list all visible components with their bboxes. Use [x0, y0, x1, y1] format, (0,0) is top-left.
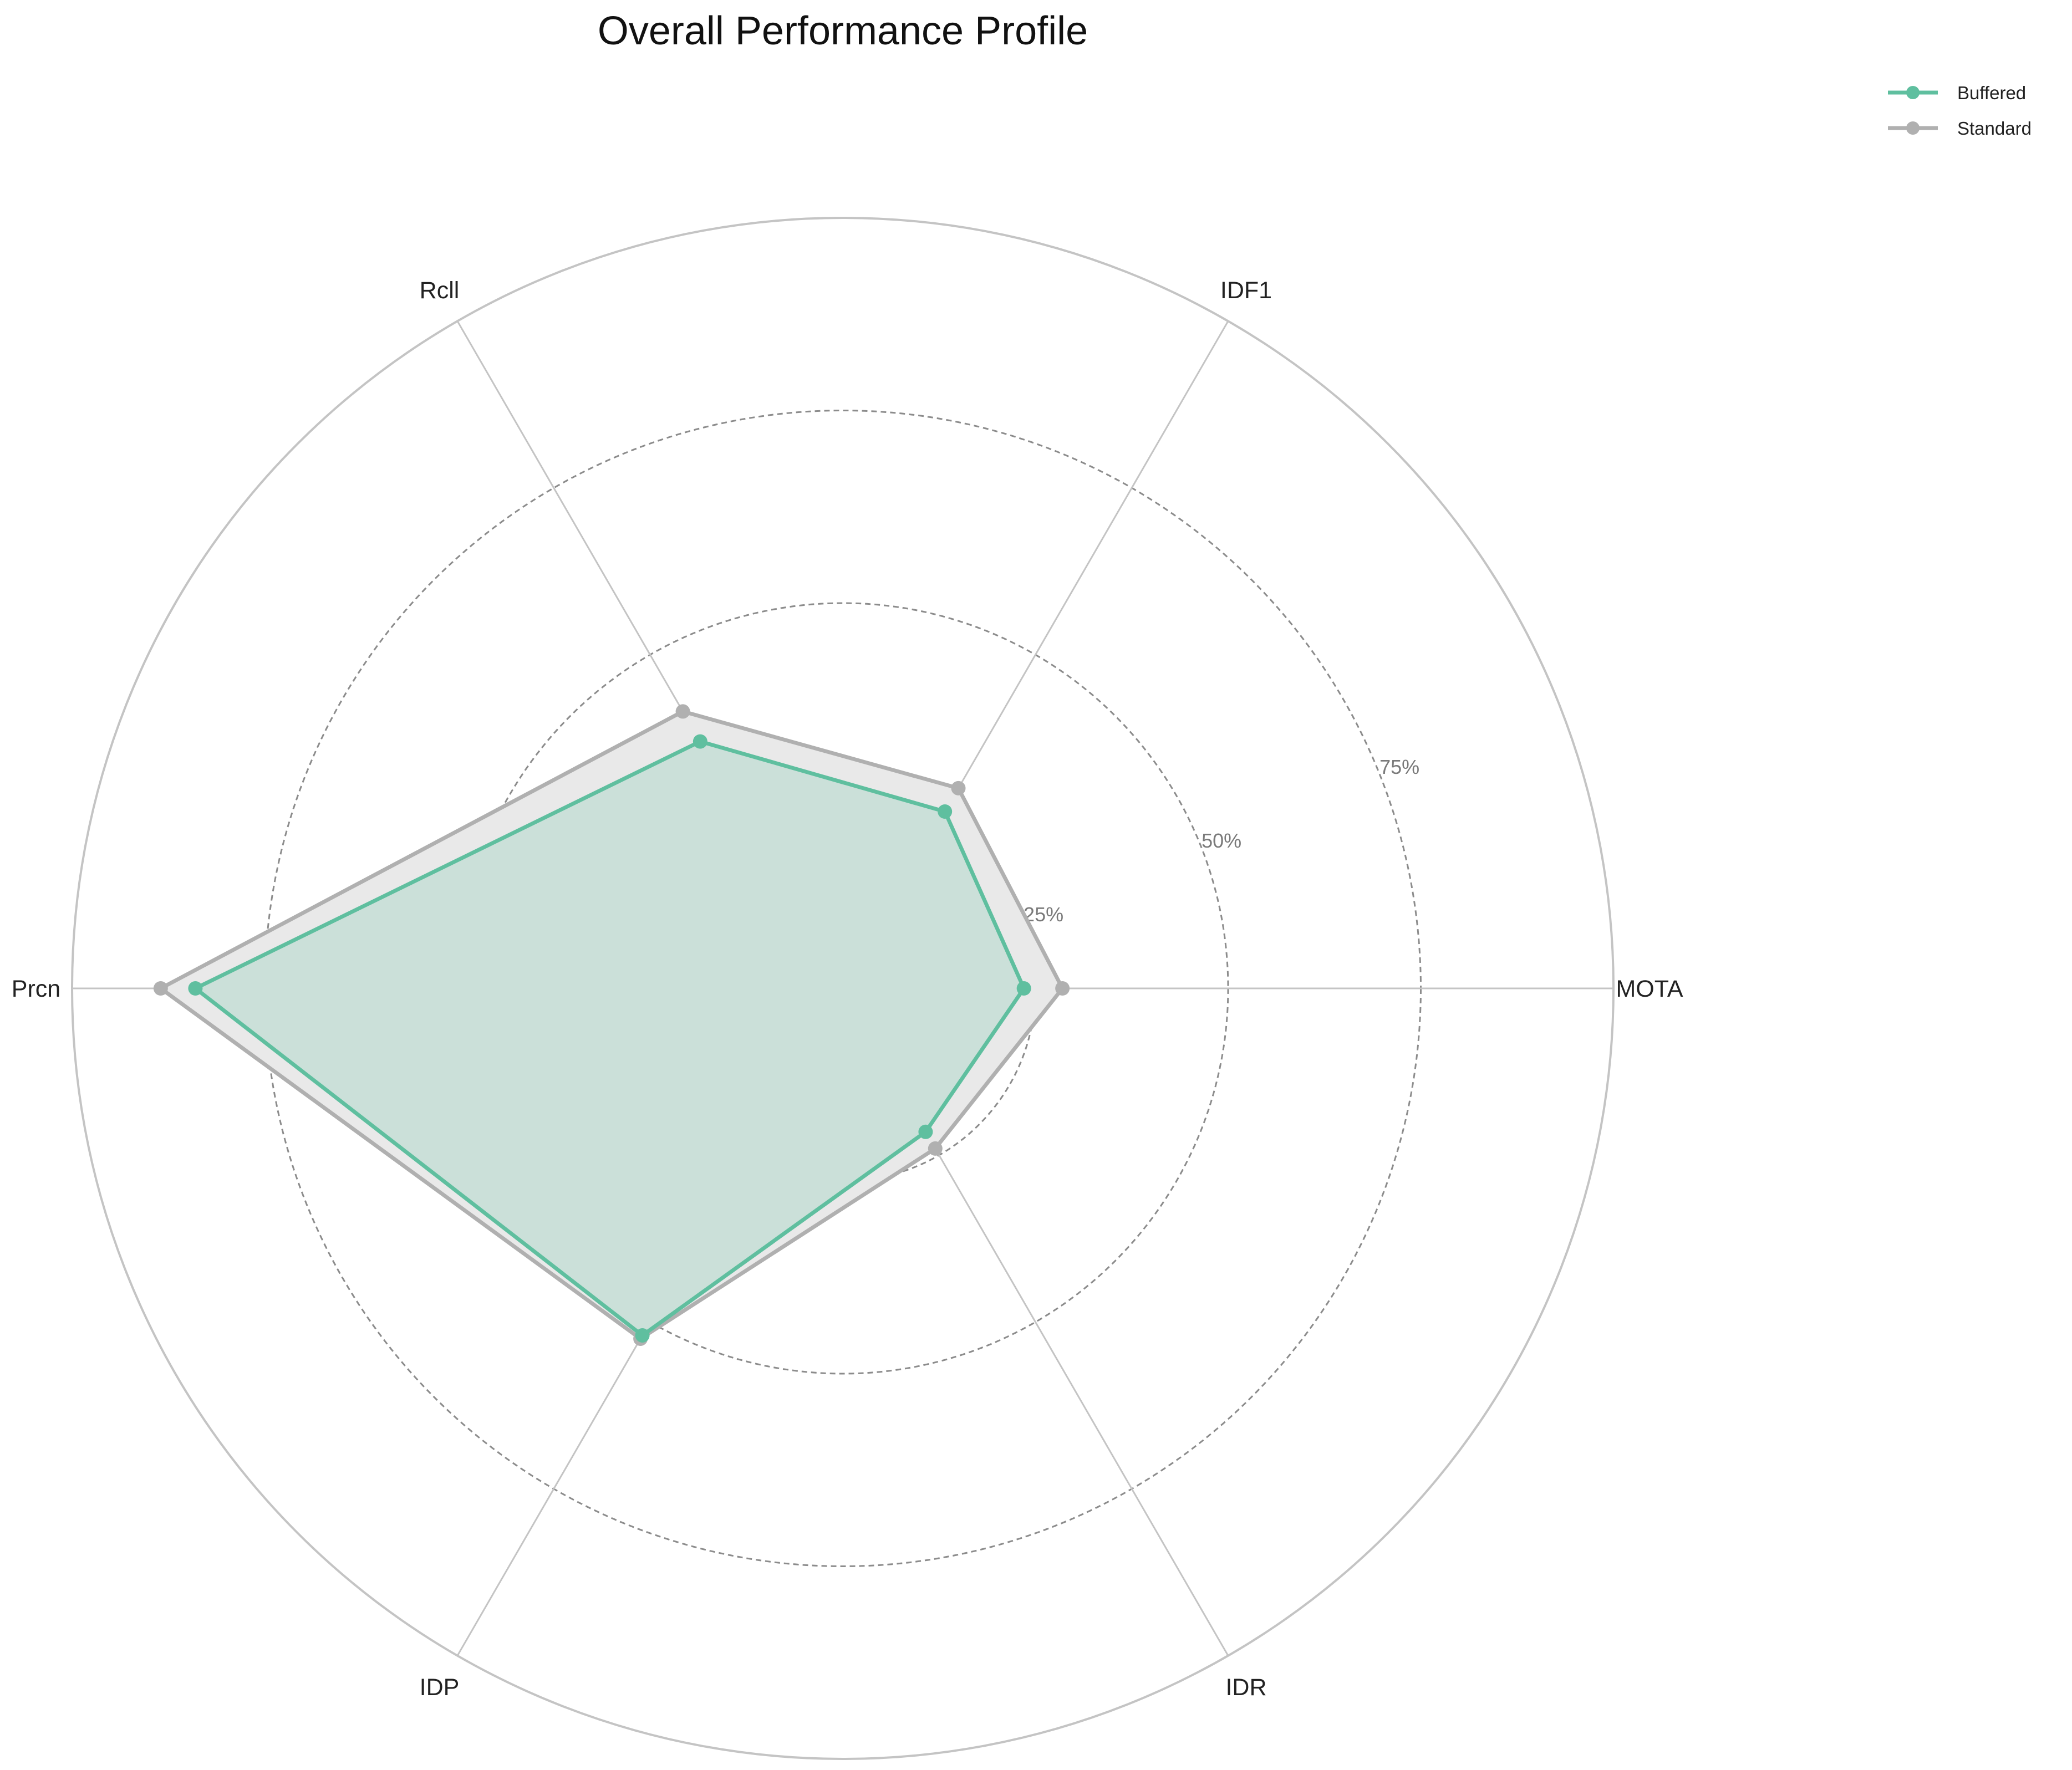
point-standard-idf1: [951, 781, 966, 795]
axis-label-rcll: Rcll: [420, 277, 460, 304]
point-standard-prcn: [153, 981, 168, 996]
tick-label-25: 25%: [1024, 903, 1063, 926]
point-buffered-idp: [635, 1328, 650, 1343]
point-standard-rcll: [675, 704, 690, 719]
point-standard-mota: [1055, 981, 1070, 996]
legend-marker-buffered: [1906, 86, 1920, 99]
point-standard-idr: [928, 1141, 943, 1156]
series-area-buffered: [195, 741, 1024, 1335]
axis-label-mota: MOTA: [1616, 976, 1683, 1002]
point-buffered-prcn: [188, 981, 203, 996]
axis-label-idp: IDP: [420, 1674, 460, 1701]
legend-label-buffered: Buffered: [1957, 83, 2026, 103]
tick-label-75: 75%: [1379, 756, 1419, 778]
legend-label-standard: Standard: [1957, 118, 2032, 139]
point-buffered-mota: [1016, 981, 1031, 996]
chart-title: Overall Performance Profile: [598, 9, 1088, 53]
axis-labels: MOTA IDF1 Rcll Prcn IDP IDR: [12, 277, 1683, 1701]
tick-label-50: 50%: [1202, 829, 1241, 852]
legend-marker-standard: [1906, 121, 1920, 135]
series-area-standard: [160, 711, 1063, 1339]
legend: Buffered Standard: [1888, 83, 2032, 139]
axis-label-idf1: IDF1: [1220, 277, 1272, 304]
point-buffered-rcll: [693, 734, 707, 749]
point-buffered-idr: [918, 1124, 933, 1139]
axis-label-prcn: Prcn: [12, 976, 60, 1002]
point-buffered-idf1: [938, 804, 953, 819]
radar-series: [153, 704, 1070, 1346]
axis-label-idr: IDR: [1225, 1674, 1266, 1701]
